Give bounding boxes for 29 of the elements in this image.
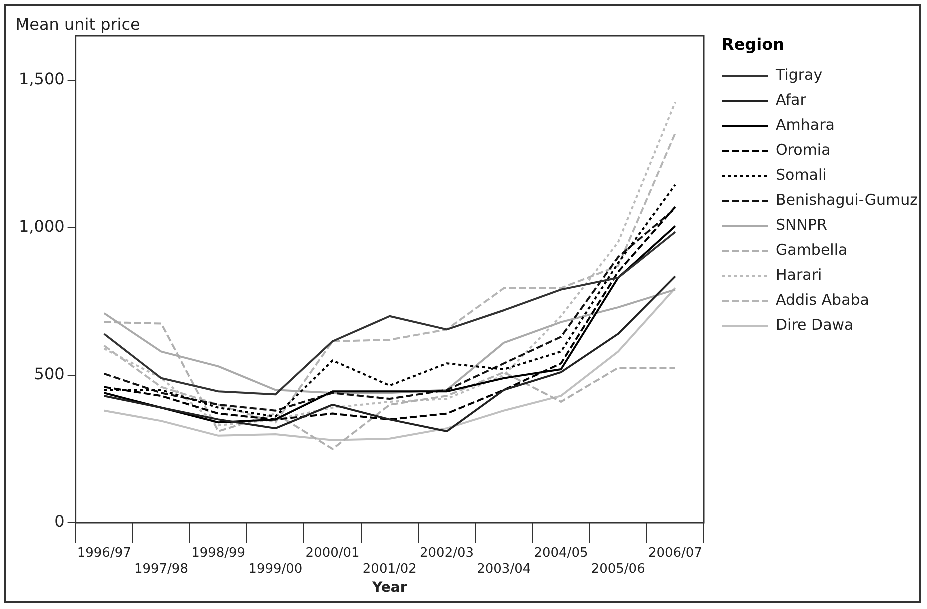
x-tick-label: 1998/99 bbox=[192, 546, 246, 562]
x-axis-title: Year bbox=[372, 580, 408, 596]
legend-label: Harari bbox=[776, 266, 822, 284]
x-tick-label: 2000/01 bbox=[306, 546, 360, 562]
legend-title: Region bbox=[722, 35, 784, 54]
x-tick-label: 1999/00 bbox=[248, 562, 303, 577]
x-tick-label: 2005/06 bbox=[591, 562, 646, 577]
y-tick-label: 1,000 bbox=[18, 217, 65, 236]
legend-label: Tigray bbox=[775, 66, 823, 84]
legend-label: Addis Ababa bbox=[776, 290, 870, 309]
legend-label: SNNPR bbox=[776, 216, 828, 234]
x-tick-label: 1996/97 bbox=[77, 546, 132, 562]
legend-label: Afar bbox=[776, 90, 808, 109]
legend-label: Somali bbox=[776, 166, 827, 184]
y-tick-label: 0 bbox=[54, 512, 65, 532]
legend-label: Dire Dawa bbox=[776, 316, 854, 334]
y-tick-label: 1,500 bbox=[18, 69, 65, 88]
y-tick-label: 500 bbox=[34, 364, 65, 384]
legend-label: Oromia bbox=[776, 140, 831, 159]
legend-label: Amhara bbox=[776, 116, 835, 134]
x-tick-label: 2003/04 bbox=[477, 562, 532, 577]
y-axis-title: Mean unit price bbox=[16, 15, 140, 34]
legend-label: Benishagui-Gumuz bbox=[776, 190, 918, 209]
x-tick-label: 2001/02 bbox=[362, 562, 417, 577]
legend-label: Gambella bbox=[776, 240, 848, 259]
x-tick-label: 2004/05 bbox=[534, 546, 588, 562]
x-tick-label: 2006/07 bbox=[648, 546, 702, 562]
x-tick-label: 2002/03 bbox=[420, 546, 474, 562]
x-tick-label: 1997/98 bbox=[134, 562, 188, 577]
